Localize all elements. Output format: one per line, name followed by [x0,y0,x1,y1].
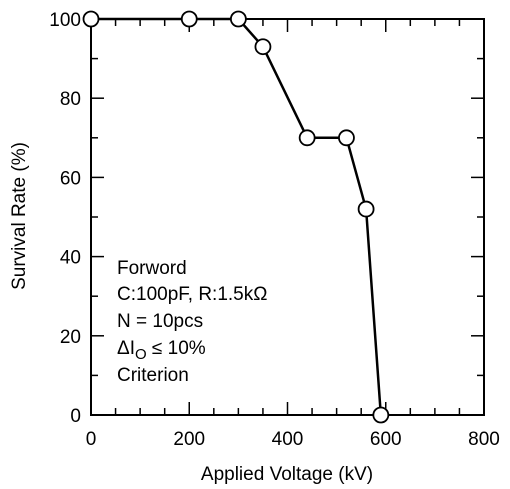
y-tick-label: 100 [49,10,81,31]
y-tick-label: 60 [60,168,81,189]
annotation-line-1: Forword [117,258,187,279]
annotation-line-2: C:100pF, R:1.5kΩ [117,284,267,305]
x-tick-label: 400 [272,429,304,450]
y-axis-label: Survival Rate (%) [9,142,30,290]
annotation-block: Forword C:100pF, R:1.5kΩ N = 10pcs ΔIO ≤… [117,258,267,386]
y-tick-labels: 0 20 40 60 80 100 [49,10,81,427]
x-tick-label: 800 [468,429,500,450]
series-markers [82,10,390,424]
annotation-line-4: ΔIO ≤ 10% [117,338,206,363]
plot-frame [90,18,485,416]
x-tick-label: 0 [86,429,97,450]
x-tick-label: 200 [173,429,205,450]
data-point-marker [372,406,390,424]
data-point-marker [338,129,355,147]
y-tick-label: 40 [60,248,81,269]
data-point-marker [357,200,375,218]
y-tick-label: 20 [60,327,81,348]
annotation-line-3: N = 10pcs [117,311,203,332]
data-point-marker [82,10,100,28]
x-axis-label: Applied Voltage (kV) [201,464,373,485]
annotation-delta-i: ΔI [117,338,135,359]
x-tick-labels: 0 200 400 600 800 [86,429,500,450]
data-point-marker [254,38,272,56]
annotation-line-5: Criterion [117,365,189,386]
data-point-marker [229,10,247,28]
x-tick-label: 600 [370,429,402,450]
y-tick-label: 80 [60,89,81,110]
annotation-subscript: O [135,346,147,363]
y-tick-label: 0 [70,406,81,427]
data-point-marker [180,10,198,28]
annotation-inequality: ≤ 10% [147,338,206,359]
data-point-marker [298,129,316,147]
